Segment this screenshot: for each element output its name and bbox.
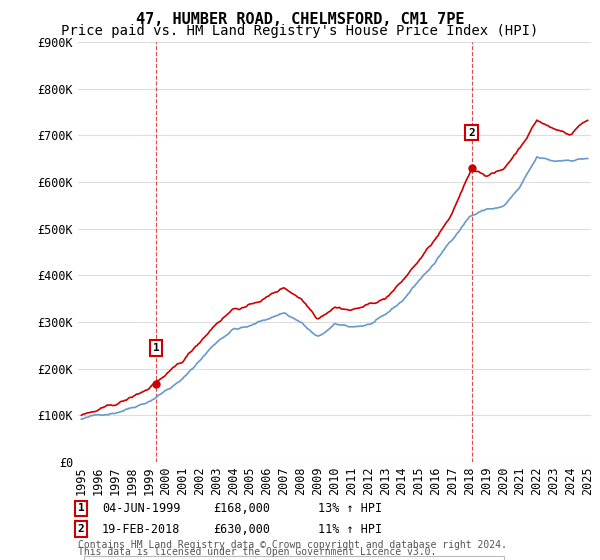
- Text: 1: 1: [77, 503, 85, 514]
- Text: 1: 1: [152, 343, 160, 353]
- Legend: 47, HUMBER ROAD, CHELMSFORD, CM1 7PE (detached house), HPI: Average price, detac: 47, HUMBER ROAD, CHELMSFORD, CM1 7PE (de…: [84, 556, 504, 560]
- Text: 04-JUN-1999: 04-JUN-1999: [102, 502, 181, 515]
- Text: 11% ↑ HPI: 11% ↑ HPI: [318, 522, 382, 536]
- Text: 2: 2: [77, 524, 85, 534]
- Text: 2: 2: [468, 128, 475, 138]
- Text: Contains HM Land Registry data © Crown copyright and database right 2024.: Contains HM Land Registry data © Crown c…: [78, 540, 507, 550]
- Text: 47, HUMBER ROAD, CHELMSFORD, CM1 7PE: 47, HUMBER ROAD, CHELMSFORD, CM1 7PE: [136, 12, 464, 27]
- Text: 13% ↑ HPI: 13% ↑ HPI: [318, 502, 382, 515]
- Text: This data is licensed under the Open Government Licence v3.0.: This data is licensed under the Open Gov…: [78, 547, 436, 557]
- Text: £630,000: £630,000: [213, 522, 270, 536]
- Text: £168,000: £168,000: [213, 502, 270, 515]
- Text: 19-FEB-2018: 19-FEB-2018: [102, 522, 181, 536]
- Text: Price paid vs. HM Land Registry's House Price Index (HPI): Price paid vs. HM Land Registry's House …: [61, 24, 539, 38]
